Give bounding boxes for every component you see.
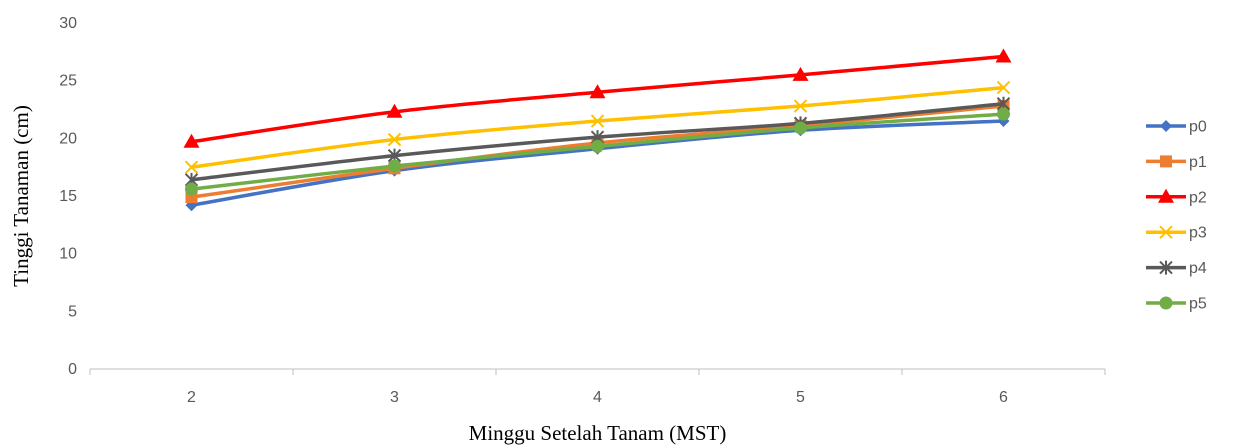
legend-label-p0: p0	[1189, 119, 1207, 136]
y-tick-label: 30	[59, 15, 77, 32]
legend-marker-p4	[1159, 260, 1173, 275]
legend-marker-p0	[1160, 120, 1172, 132]
data-point-p2	[183, 133, 200, 148]
data-point-p3	[184, 160, 199, 174]
x-tick-label: 3	[390, 389, 399, 406]
data-point-p3	[590, 114, 605, 128]
y-tick-label: 25	[59, 73, 77, 90]
y-tick-label: 5	[68, 303, 77, 320]
x-tick-label: 6	[999, 389, 1008, 406]
data-point-p5	[185, 182, 198, 196]
legend-label-p1: p1	[1189, 154, 1207, 171]
data-point-p2	[995, 48, 1012, 63]
legend-marker-p5	[1159, 296, 1173, 310]
legend-marker-p2	[1158, 188, 1174, 203]
data-point-p3	[996, 80, 1011, 95]
data-point-p2	[792, 66, 809, 81]
data-point-p2	[589, 84, 606, 99]
legend-marker-p1	[1160, 155, 1172, 168]
x-tick-label: 5	[796, 389, 805, 406]
y-tick-label: 10	[59, 246, 77, 263]
y-tick-label: 15	[59, 188, 77, 205]
legend: p0 p1 p2 p3 p4 p5	[1146, 119, 1207, 313]
y-tick-label: 0	[68, 361, 77, 378]
plot-area	[183, 48, 1012, 212]
x-axis-title: Minggu Setelah Tanam (MST)	[469, 421, 727, 445]
x-tick-label: 2	[187, 389, 196, 406]
data-point-p5	[997, 107, 1010, 121]
data-point-p2	[386, 103, 403, 118]
series-p5	[185, 107, 1010, 196]
series-p0	[185, 115, 1010, 212]
legend-item-p3: p3	[1146, 225, 1207, 242]
y-axis-title: Tinggi Tanaman (cm)	[9, 105, 33, 287]
data-point-p5	[388, 159, 401, 173]
data-point-p3	[387, 132, 402, 147]
data-point-p3	[793, 99, 808, 113]
legend-marker-p3	[1159, 225, 1173, 239]
legend-item-p5: p5	[1146, 296, 1207, 313]
y-tick-label: 20	[59, 130, 77, 147]
legend-label-p2: p2	[1189, 189, 1207, 206]
data-point-p5	[591, 139, 604, 153]
x-axis: 2 3 4 5 6	[89, 368, 1106, 406]
series-p3	[184, 80, 1011, 174]
x-tick-label: 4	[593, 389, 602, 406]
y-axis-ticks: 0 5 10 15 20 25 30	[59, 15, 77, 378]
legend-item-p4: p4	[1146, 260, 1207, 277]
legend-item-p0: p0	[1146, 119, 1207, 136]
data-point-p5	[794, 121, 807, 135]
legend-label-p3: p3	[1189, 225, 1207, 242]
legend-label-p4: p4	[1189, 260, 1207, 277]
series-p2	[183, 48, 1012, 148]
legend-item-p2: p2	[1146, 188, 1207, 206]
legend-label-p5: p5	[1189, 296, 1207, 313]
legend-item-p1: p1	[1146, 154, 1207, 171]
